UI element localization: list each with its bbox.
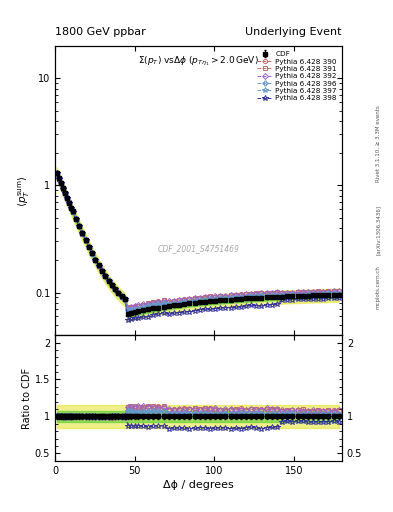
Pythia 6.428 396 <box>141 304 145 310</box>
Pythia 6.428 398 <box>197 307 202 313</box>
Pythia 6.428 396 <box>197 297 202 304</box>
Pythia 6.428 390 <box>336 288 341 294</box>
Line: Pythia 6.428 390: Pythia 6.428 390 <box>55 172 341 310</box>
Pythia 6.428 390 <box>54 170 59 177</box>
Pythia 6.428 391 <box>93 257 98 263</box>
Pythia 6.428 392 <box>192 295 197 301</box>
Pythia 6.428 397 <box>192 298 197 304</box>
Text: mcplots.cern.ch: mcplots.cern.ch <box>376 265 381 309</box>
Pythia 6.428 396 <box>93 257 98 263</box>
Pythia 6.428 392 <box>93 257 98 263</box>
Legend: CDF, Pythia 6.428 390, Pythia 6.428 391, Pythia 6.428 392, Pythia 6.428 396, Pyt: CDF, Pythia 6.428 390, Pythia 6.428 391,… <box>255 50 338 103</box>
Pythia 6.428 397 <box>197 297 202 303</box>
Pythia 6.428 390 <box>96 262 101 268</box>
Text: Rivet 3.1.10, ≥ 3.3M events: Rivet 3.1.10, ≥ 3.3M events <box>376 105 381 182</box>
Line: Pythia 6.428 391: Pythia 6.428 391 <box>55 171 341 310</box>
Pythia 6.428 396 <box>305 291 310 297</box>
Pythia 6.428 398 <box>192 308 197 314</box>
Pythia 6.428 391 <box>197 294 202 301</box>
Line: Pythia 6.428 398: Pythia 6.428 398 <box>54 170 342 323</box>
Text: [arXiv:1306.3436]: [arXiv:1306.3436] <box>376 205 381 255</box>
Pythia 6.428 398 <box>93 257 98 263</box>
Pythia 6.428 397 <box>336 291 341 297</box>
Y-axis label: Ratio to CDF: Ratio to CDF <box>22 368 32 429</box>
Pythia 6.428 396 <box>54 170 59 176</box>
Pythia 6.428 392 <box>305 289 310 295</box>
Pythia 6.428 398 <box>336 295 341 302</box>
Pythia 6.428 398 <box>96 263 101 269</box>
Line: Pythia 6.428 396: Pythia 6.428 396 <box>54 170 341 313</box>
Pythia 6.428 390 <box>305 289 310 295</box>
Pythia 6.428 392 <box>197 295 202 301</box>
Pythia 6.428 392 <box>336 288 341 294</box>
Pythia 6.428 396 <box>336 290 341 296</box>
Pythia 6.428 390 <box>141 302 145 308</box>
Pythia 6.428 390 <box>192 295 197 302</box>
Pythia 6.428 390 <box>126 305 130 311</box>
Text: 1800 GeV ppbar: 1800 GeV ppbar <box>55 28 146 37</box>
Pythia 6.428 392 <box>141 302 145 308</box>
Pythia 6.428 396 <box>96 262 101 268</box>
Pythia 6.428 398 <box>126 317 130 323</box>
Pythia 6.428 392 <box>126 305 130 311</box>
Pythia 6.428 396 <box>126 307 130 313</box>
Pythia 6.428 391 <box>126 305 130 311</box>
Pythia 6.428 390 <box>93 257 98 263</box>
Pythia 6.428 398 <box>305 296 310 302</box>
Pythia 6.428 397 <box>96 263 101 269</box>
X-axis label: Δϕ / degrees: Δϕ / degrees <box>163 480 234 490</box>
Pythia 6.428 391 <box>141 302 145 308</box>
Pythia 6.428 397 <box>305 291 310 297</box>
Y-axis label: $\langle p_T^{\rm sum} \rangle$: $\langle p_T^{\rm sum} \rangle$ <box>17 175 32 207</box>
Text: $\Sigma(p_T)$ vs$\Delta\phi$ $(p_{T\eta_1} > 2.0\,\mathrm{GeV})$: $\Sigma(p_T)$ vs$\Delta\phi$ $(p_{T\eta_… <box>138 55 259 68</box>
Pythia 6.428 398 <box>141 314 145 320</box>
Pythia 6.428 397 <box>141 304 145 310</box>
Pythia 6.428 391 <box>54 170 59 177</box>
Pythia 6.428 391 <box>305 289 310 295</box>
Pythia 6.428 392 <box>54 170 59 176</box>
Text: Underlying Event: Underlying Event <box>245 28 342 37</box>
Line: Pythia 6.428 397: Pythia 6.428 397 <box>54 170 342 313</box>
Pythia 6.428 398 <box>54 170 59 176</box>
Line: Pythia 6.428 392: Pythia 6.428 392 <box>55 171 341 310</box>
Pythia 6.428 392 <box>96 263 101 269</box>
Pythia 6.428 397 <box>126 308 130 314</box>
Pythia 6.428 397 <box>93 257 98 263</box>
Pythia 6.428 390 <box>197 294 202 301</box>
Pythia 6.428 391 <box>96 263 101 269</box>
Pythia 6.428 391 <box>192 294 197 301</box>
Pythia 6.428 391 <box>336 288 341 294</box>
Pythia 6.428 396 <box>192 297 197 304</box>
Text: CDF_2001_S4751469: CDF_2001_S4751469 <box>158 244 239 253</box>
Pythia 6.428 397 <box>54 170 59 177</box>
